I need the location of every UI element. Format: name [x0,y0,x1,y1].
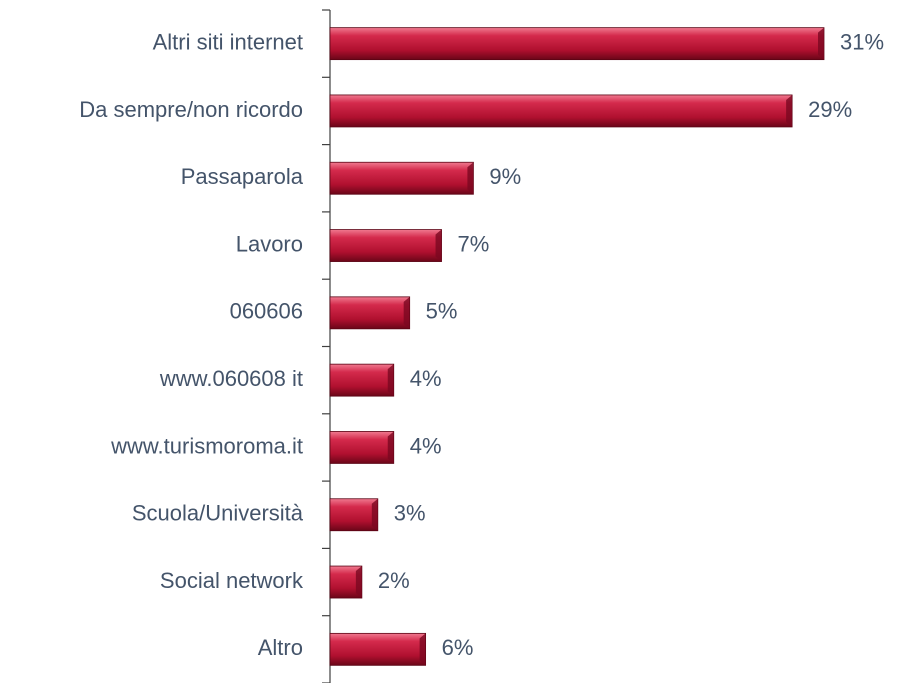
bar-bevel [786,94,793,127]
category-label: Da sempre/non ricordo [79,97,303,122]
bar [329,296,411,330]
bar [329,94,793,128]
category-label: www.060608 it [159,366,303,391]
value-label: 29% [808,97,852,122]
bar [329,431,395,464]
bar-bevel [387,364,394,397]
bar [329,498,379,532]
bar [329,229,442,262]
value-label: 2% [378,568,410,593]
value-label: 4% [410,433,442,458]
bar-bevel [818,27,824,60]
value-label: 5% [426,299,458,324]
bar-bevel [355,566,362,599]
value-label: 3% [394,501,426,526]
bar-bevel [419,633,426,666]
category-label: Altro [258,635,303,660]
bar [329,363,395,397]
category-label: Passaparola [181,164,304,189]
category-label: Altri siti internet [153,29,303,54]
bar-bevel [387,431,394,464]
value-label: 31% [840,29,884,54]
category-label: 060606 [230,299,303,324]
bar [329,632,427,666]
bar [329,161,474,195]
category-label: Scuola/Università [132,501,304,526]
bar-bevel [403,296,410,329]
bar [329,27,825,61]
value-label: 9% [489,164,521,189]
value-label: 4% [410,366,442,391]
value-label: 7% [458,231,490,256]
category-label: Lavoro [236,231,303,256]
category-label: Social network [160,568,304,593]
bar-bevel [435,229,442,262]
value-label: 6% [442,635,474,660]
bar-bevel [371,498,378,531]
bar-bevel [467,162,474,195]
category-label: www.turismoroma.it [110,433,303,458]
